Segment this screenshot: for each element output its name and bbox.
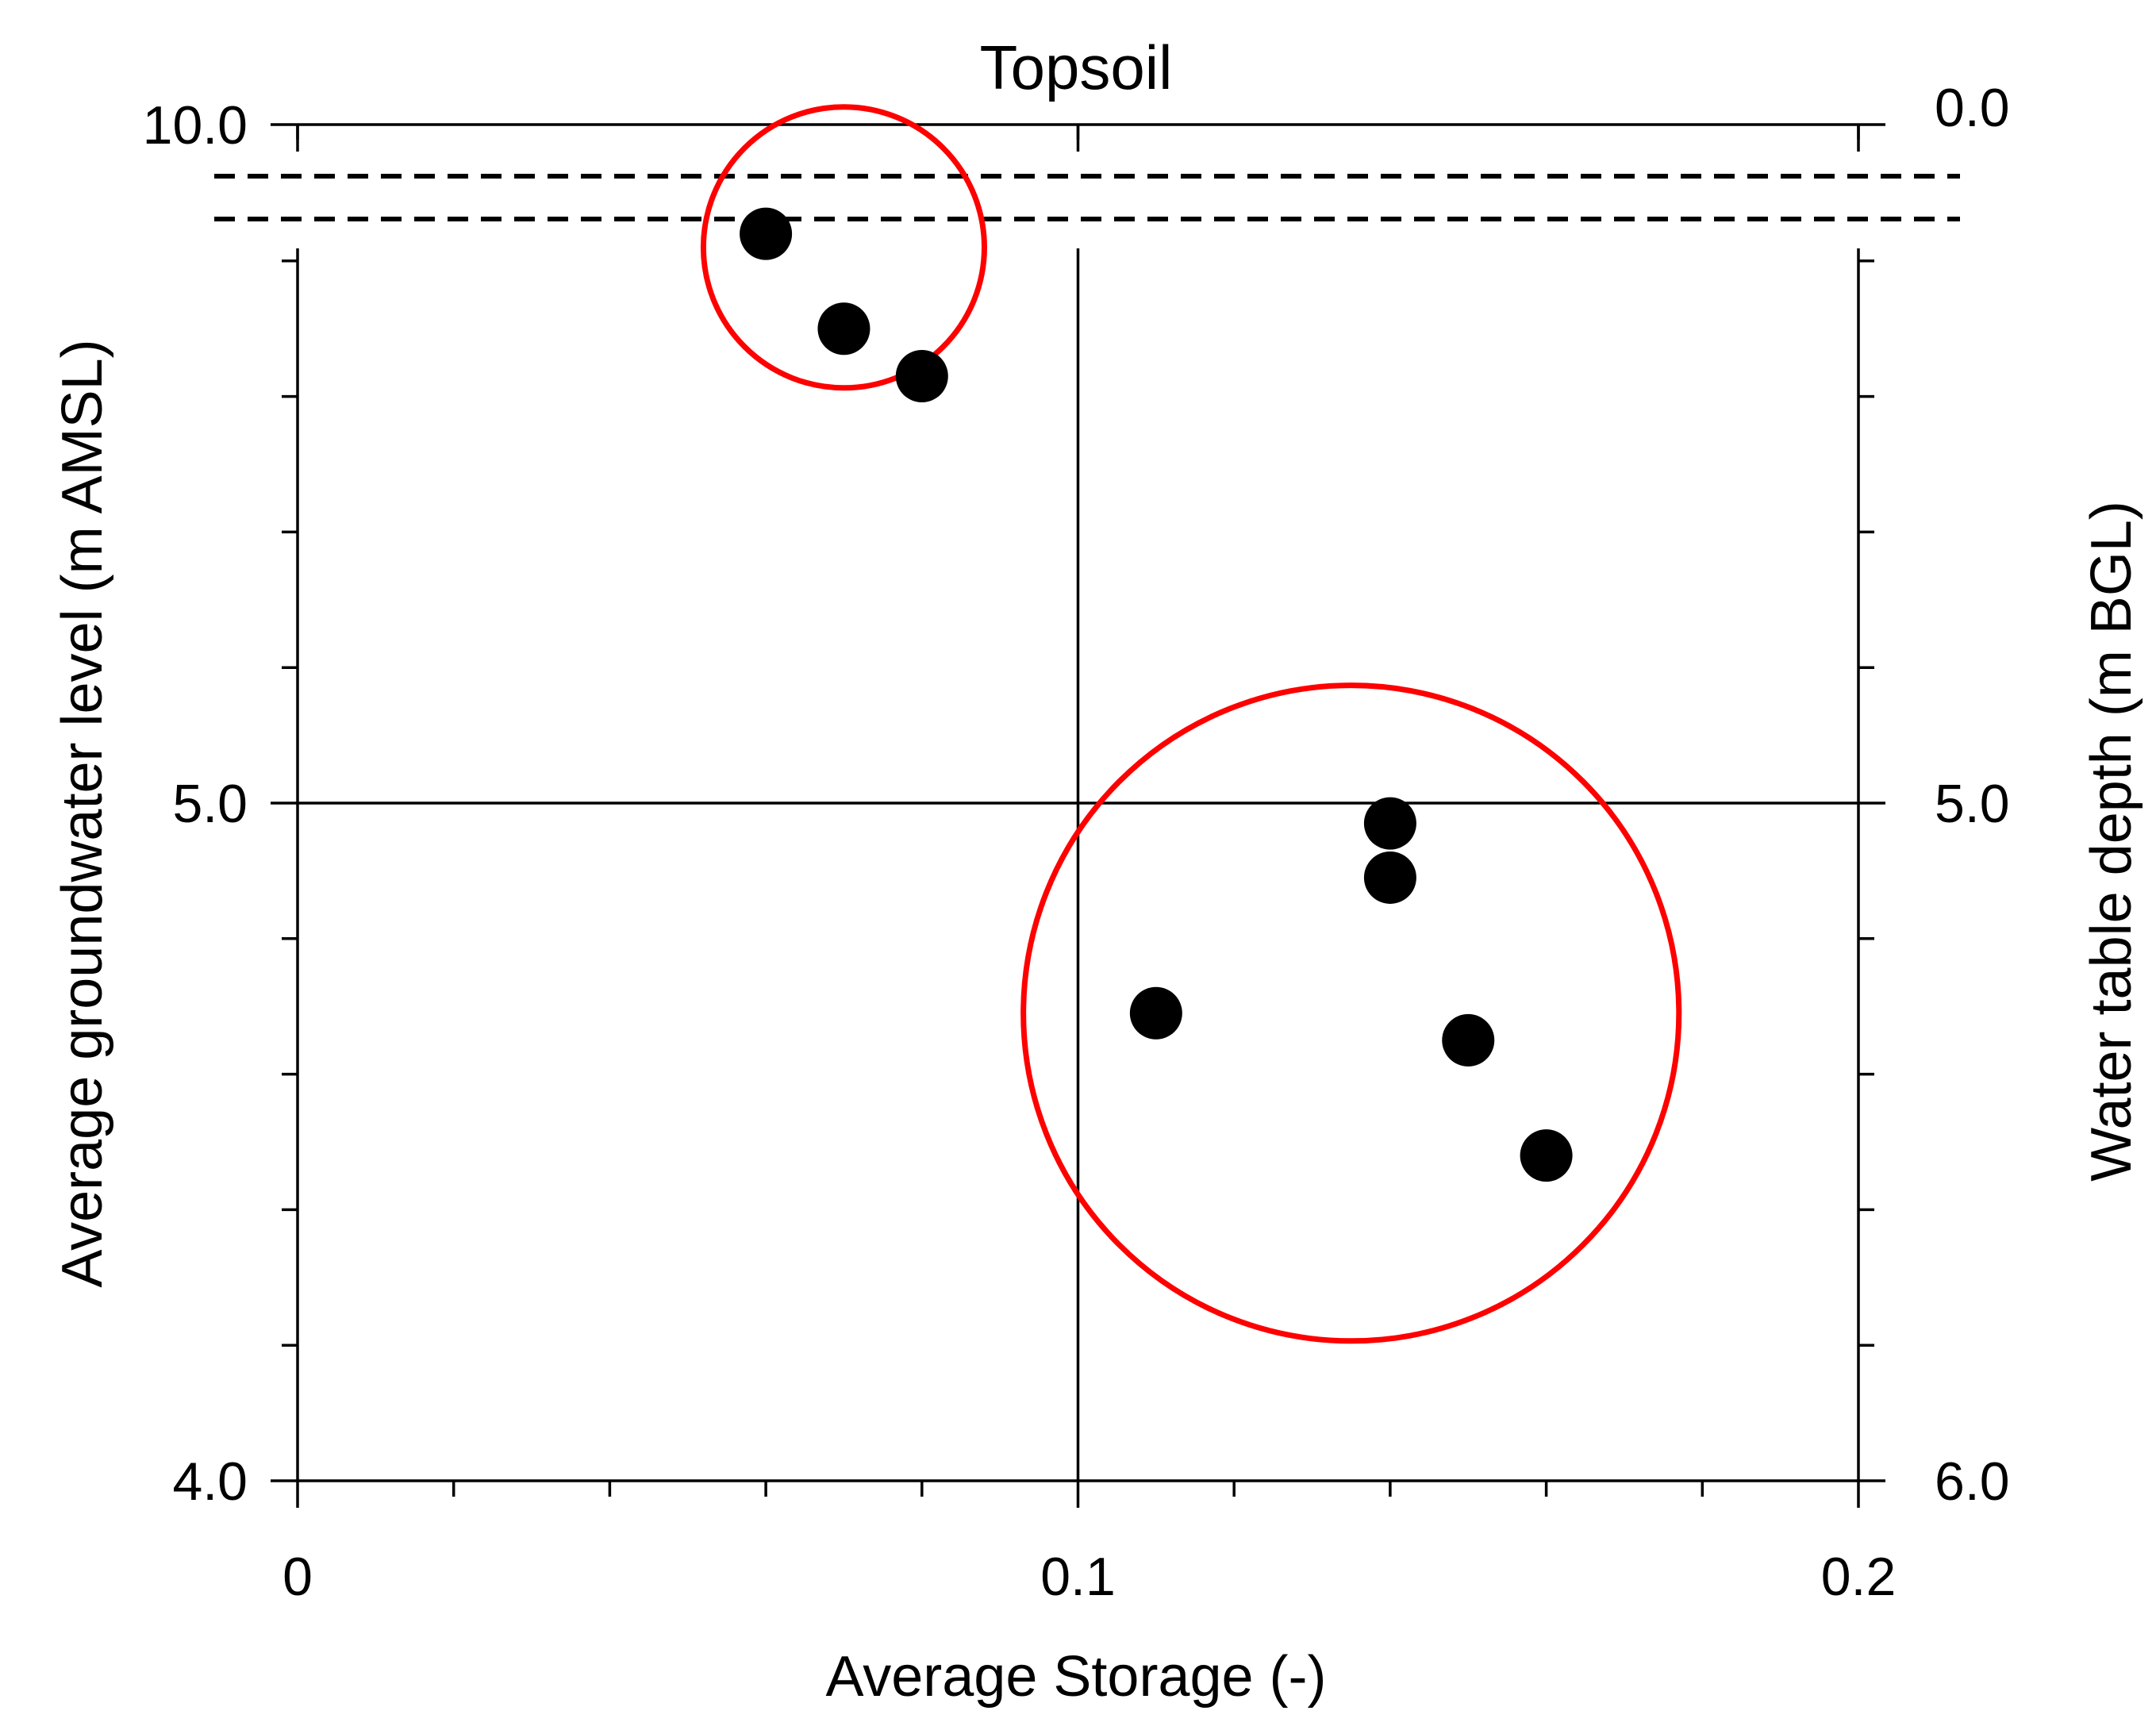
y-right-tick-label: 5.0 bbox=[1935, 774, 2010, 834]
y-right-tick-label: 0.0 bbox=[1935, 78, 2010, 138]
y-left-tick-label: 5.0 bbox=[172, 774, 248, 834]
chart-title: Topsoil bbox=[980, 33, 1173, 102]
data-point bbox=[1363, 851, 1416, 904]
minor-ticks bbox=[271, 123, 1885, 1508]
x-tick-label: 0.2 bbox=[1821, 1547, 1897, 1607]
y-left-tick-label: 4.0 bbox=[172, 1451, 248, 1512]
x-tick-label: 0.1 bbox=[1040, 1547, 1116, 1607]
cluster-circle bbox=[700, 104, 987, 391]
y-right-tick-label: 6.0 bbox=[1935, 1451, 2010, 1512]
x-tick-label: 0 bbox=[282, 1547, 313, 1607]
data-point bbox=[895, 349, 948, 402]
cluster-circle bbox=[1020, 682, 1682, 1344]
data-point bbox=[1363, 797, 1416, 850]
data-point bbox=[740, 207, 793, 260]
x-axis-title: Average Storage (-) bbox=[826, 1645, 1327, 1709]
data-point bbox=[817, 302, 870, 356]
y-left-tick-label: 10.0 bbox=[143, 95, 248, 156]
data-points bbox=[740, 207, 1573, 1182]
data-point bbox=[1129, 986, 1182, 1040]
cluster-circles bbox=[700, 104, 1682, 1344]
data-point bbox=[1442, 1013, 1495, 1067]
data-point bbox=[1520, 1129, 1573, 1182]
y-right-axis-title: Water table depth (m BGL) bbox=[2080, 501, 2143, 1182]
y-left-axis-title: Average groundwater level (m AMSL) bbox=[51, 339, 114, 1287]
